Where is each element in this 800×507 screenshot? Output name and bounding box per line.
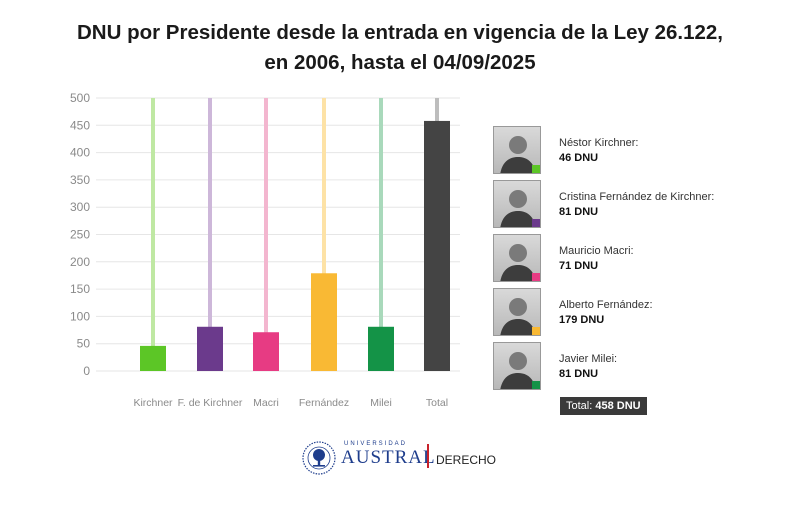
- x-category-label: Kirchner: [133, 397, 173, 409]
- university-small-label: UNIVERSIDAD: [344, 441, 408, 447]
- portrait-photo: [493, 234, 541, 282]
- legend-item: Alberto Fernández: 179 DNU: [493, 288, 793, 336]
- legend-name: Mauricio Macri:: [559, 245, 634, 257]
- faculty-name: DERECHO: [436, 453, 497, 467]
- legend-text: Cristina Fernández de Kirchner: 81 DNU: [559, 190, 714, 220]
- y-tick-label: 250: [70, 228, 90, 242]
- y-tick-label: 200: [70, 255, 90, 269]
- x-category-label: F. de Kirchner: [178, 397, 243, 409]
- bar: [197, 326, 223, 371]
- legend-name: Cristina Fernández de Kirchner:: [559, 191, 715, 203]
- y-tick-label: 500: [70, 91, 90, 105]
- chart-title-line-1: DNU por Presidente desde la entrada en v…: [76, 21, 723, 44]
- portrait-photo: [493, 126, 541, 174]
- legend-text: Néstor Kirchner: 46 DNU: [559, 136, 638, 166]
- legend-value: 81 DNU: [559, 206, 599, 218]
- legend-value: 81 DNU: [559, 368, 599, 380]
- bar: [368, 326, 394, 371]
- x-category-label: Macri: [253, 397, 279, 409]
- legend-item: Néstor Kirchner: 46 DNU: [493, 126, 793, 174]
- total-badge: Total: 458 DNU: [560, 397, 647, 415]
- university-name: AUSTRAL: [341, 447, 436, 468]
- y-tick-label: 300: [70, 200, 90, 214]
- legend-text: Mauricio Macri: 71 DNU: [559, 244, 634, 274]
- portrait-photo: [493, 180, 541, 228]
- bar: [140, 345, 166, 371]
- x-category-label: Milei: [370, 397, 392, 409]
- bar-chart: 0 50 100 150 200 250 300 350 400 450 500 Kirchner F.…: [70, 91, 460, 409]
- legend-color-swatch: [532, 327, 540, 335]
- university-seal-icon: [302, 441, 336, 475]
- legend-name: Alberto Fernández:: [559, 299, 653, 311]
- y-tick-label: 0: [83, 364, 90, 378]
- legend-color-swatch: [532, 165, 540, 173]
- legend-color-swatch: [532, 273, 540, 281]
- legend-item: Javier Milei: 81 DNU: [493, 342, 793, 390]
- legend-color-swatch: [532, 219, 540, 227]
- x-category-label: Total: [426, 397, 448, 409]
- y-tick-label: 100: [70, 309, 90, 323]
- bar: [253, 332, 279, 371]
- y-tick-label: 150: [70, 282, 90, 296]
- legend-value: 179 DNU: [559, 314, 605, 326]
- legend-value: 71 DNU: [559, 260, 599, 272]
- portrait-photo: [493, 288, 541, 336]
- chart-title-line-2: en 2006, hasta el 04/09/2025: [264, 51, 536, 74]
- legend-text: Javier Milei: 81 DNU: [559, 352, 617, 382]
- chart-title: DNU por Presidente desde la entrada en v…: [0, 18, 800, 78]
- x-category-label: Fernández: [299, 397, 349, 409]
- y-tick-label: 50: [77, 337, 91, 351]
- footer-divider: [427, 444, 429, 468]
- portrait-photo: [493, 342, 541, 390]
- legend-name: Javier Milei:: [559, 353, 618, 365]
- y-tick-label: 400: [70, 146, 90, 160]
- legend-color-swatch: [532, 381, 540, 389]
- footer-logo: UNIVERSIDAD AUSTRAL DERECHO: [300, 438, 520, 478]
- legend-value: 46 DNU: [559, 152, 599, 164]
- total-value: 458 DNU: [595, 400, 641, 412]
- bar: [311, 273, 337, 371]
- total-label: Total:: [566, 400, 593, 412]
- y-tick-label: 450: [70, 118, 90, 132]
- legend-item: Cristina Fernández de Kirchner: 81 DNU: [493, 180, 793, 228]
- legend-text: Alberto Fernández: 179 DNU: [559, 298, 653, 328]
- legend-name: Néstor Kirchner:: [559, 137, 639, 149]
- bar: [424, 120, 450, 371]
- y-tick-label: 350: [70, 173, 90, 187]
- legend-item: Mauricio Macri: 71 DNU: [493, 234, 793, 282]
